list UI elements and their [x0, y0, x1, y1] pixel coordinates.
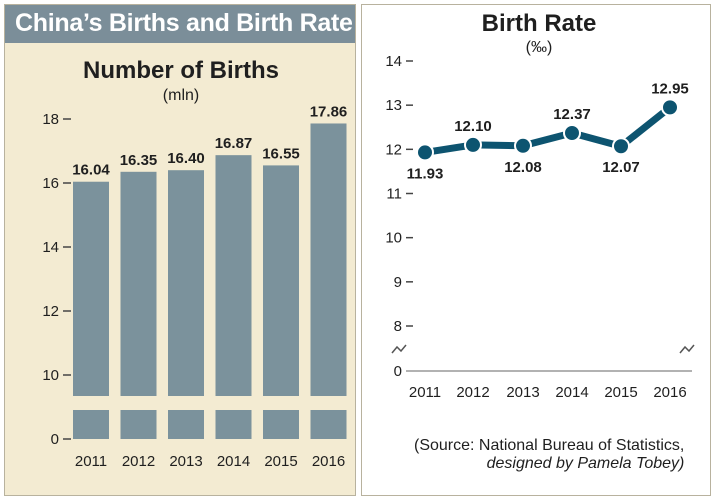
births-panel: China’s Births and Birth Rate Number of … — [4, 4, 356, 496]
birth-rate-point — [612, 137, 630, 156]
births-bars — [73, 123, 347, 439]
births-bar-base — [168, 410, 204, 439]
source-note: (Source: National Bureau of Statistics, … — [414, 437, 684, 473]
births-x-axis: 2011 2012 2013 2014 2015 2016 — [75, 453, 345, 470]
birth-rate-y-axis: 14 13 12 11 10 9 8 0 — [385, 53, 695, 380]
births-bar — [263, 165, 299, 396]
y-tick-label: 14 — [385, 53, 402, 70]
birth-rate-data-label: 11.93 — [407, 165, 444, 182]
birth-rate-data-label: 12.08 — [504, 159, 542, 176]
x-tick-label: 2012 — [456, 384, 489, 401]
y-tick-label: 10 — [42, 367, 59, 384]
births-data-label: 16.87 — [215, 135, 253, 152]
birth-rate-chart-title: Birth Rate — [482, 10, 597, 37]
births-bar — [310, 123, 347, 396]
births-bar — [215, 155, 252, 396]
births-data-label: 16.55 — [262, 145, 300, 162]
birth-rate-point — [514, 136, 532, 155]
x-tick-label: 2015 — [604, 384, 637, 401]
births-chart-title: Number of Births — [83, 57, 279, 84]
x-tick-label: 2013 — [506, 384, 539, 401]
birth-rate-data-label: 12.95 — [651, 80, 689, 97]
births-bar-base — [120, 410, 157, 439]
birth-rate-point — [464, 135, 482, 154]
y-tick-label: 9 — [394, 274, 402, 291]
y-tick-label: 0 — [394, 363, 402, 380]
birth-rate-chart-unit: (‰) — [526, 39, 553, 56]
birth-rate-data-label: 12.10 — [454, 118, 492, 135]
y-tick-label: 16 — [42, 175, 59, 192]
x-tick-label: 2012 — [122, 453, 155, 470]
birth-rate-point — [563, 123, 581, 142]
birth-rate-x-axis: 2011 2012 2013 2014 2015 2016 — [409, 384, 687, 401]
births-data-label: 16.40 — [167, 150, 205, 167]
births-data-label: 16.35 — [120, 152, 158, 169]
births-bar-base — [73, 410, 109, 439]
x-tick-label: 2016 — [312, 453, 345, 470]
y-tick-label: 12 — [42, 303, 59, 320]
y-tick-label: 10 — [385, 230, 402, 247]
y-tick-label: 18 — [42, 111, 59, 128]
x-tick-label: 2016 — [653, 384, 686, 401]
births-data-labels: 16.04 16.35 16.40 16.87 16.55 17.86 — [72, 103, 347, 178]
birth-rate-point — [661, 98, 679, 117]
birth-rate-point — [416, 143, 434, 162]
births-bar-base — [215, 410, 252, 439]
births-bar — [73, 181, 109, 396]
y-tick-label: 13 — [385, 97, 402, 114]
birth-rate-data-labels: 11.93 12.10 12.08 12.37 12.07 12.95 — [407, 80, 689, 182]
births-bar — [120, 171, 157, 396]
birth-rate-panel: Birth Rate (‰) 14 13 12 11 10 9 8 0 11.93 12.10 1… — [361, 4, 711, 496]
x-tick-label: 2013 — [169, 453, 202, 470]
y-tick-label: 12 — [385, 141, 402, 158]
x-tick-label: 2015 — [264, 453, 297, 470]
births-bar-base — [310, 410, 347, 439]
main-title: China’s Births and Birth Rate — [15, 9, 353, 37]
y-tick-label: 14 — [42, 239, 59, 256]
y-tick-label: 0 — [51, 431, 59, 448]
x-tick-label: 2011 — [75, 453, 107, 470]
births-data-label: 17.86 — [310, 103, 348, 120]
births-y-axis: 18 16 14 12 10 0 — [42, 111, 71, 448]
births-bar — [168, 170, 204, 396]
axis-break-mark — [391, 344, 407, 354]
births-bar-base — [263, 410, 299, 439]
title-banner: China’s Births and Birth Rate — [5, 5, 355, 43]
y-tick-label: 8 — [394, 318, 402, 335]
birth-rate-data-label: 12.07 — [602, 159, 640, 176]
birth-rate-points — [416, 98, 679, 162]
birth-rate-data-label: 12.37 — [553, 106, 591, 123]
x-tick-label: 2011 — [409, 384, 441, 401]
births-data-label: 16.04 — [72, 162, 110, 179]
births-chart-unit: (mln) — [163, 87, 199, 104]
axis-break-mark — [679, 344, 695, 354]
y-tick-label: 11 — [386, 186, 402, 203]
source-line-1: (Source: National Bureau of Statistics, — [414, 437, 685, 454]
source-line-2: designed by Pamela Tobey) — [486, 455, 685, 472]
x-tick-label: 2014 — [217, 453, 250, 470]
births-bar-chart: Number of Births (mln) 18 16 14 12 10 0 16.04… — [42, 57, 347, 470]
x-tick-label: 2014 — [555, 384, 588, 401]
